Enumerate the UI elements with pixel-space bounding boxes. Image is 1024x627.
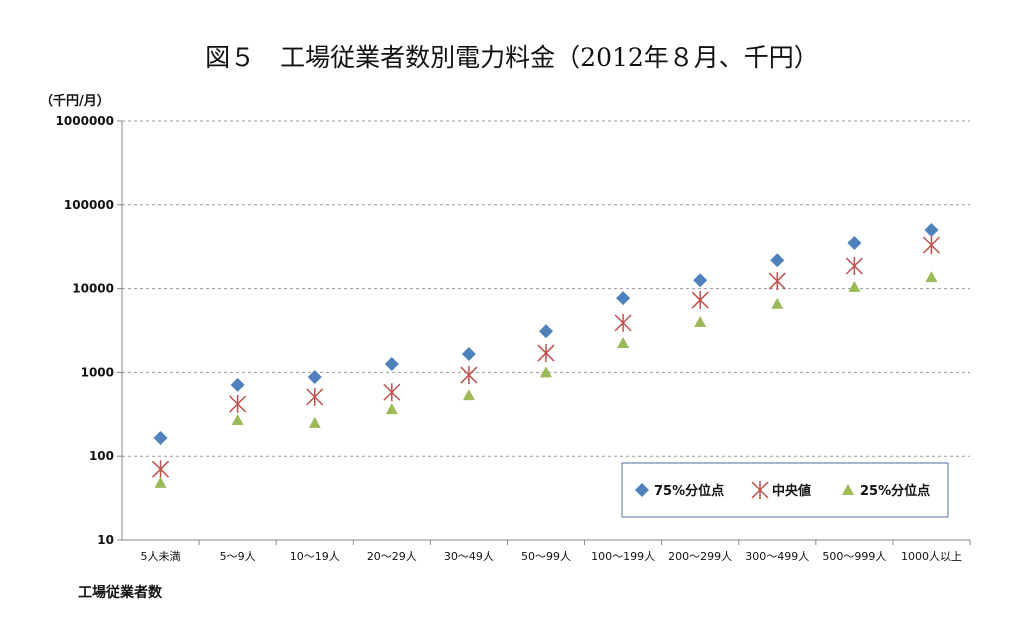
x-tick-label: 5人未満 (141, 550, 181, 563)
point-x (306, 387, 324, 406)
point-diamond (693, 273, 708, 288)
legend-marker-diamond (635, 483, 649, 497)
point-triangle (308, 416, 321, 428)
y-tick-label: 10000 (72, 282, 114, 296)
point-x (768, 272, 786, 291)
x-tick-label: 200～299人 (668, 550, 732, 563)
y-tick-label: 100 (89, 449, 114, 463)
legend-marker-triangle (842, 484, 854, 495)
point-diamond (153, 430, 168, 445)
x-tick-label: 300～499人 (745, 550, 809, 563)
legend-marker-x (751, 481, 769, 499)
point-triangle (231, 414, 244, 426)
point-diamond (616, 291, 631, 306)
point-triangle (617, 337, 630, 349)
point-x (922, 236, 940, 255)
chart-title: 図５ 工場従業者数別電力料金（2012年８月、千円） (205, 43, 819, 72)
x-axis-label: 工場従業者数 (78, 585, 162, 601)
point-x (614, 313, 632, 332)
point-triangle (694, 315, 707, 327)
point-diamond (770, 253, 785, 268)
point-diamond (847, 236, 862, 251)
x-tick-label: 10～19人 (290, 550, 340, 563)
point-x (537, 344, 555, 363)
point-triangle (925, 271, 938, 283)
point-diamond (384, 356, 399, 371)
x-tick-label: 50～99人 (521, 550, 571, 563)
y-tick-label: 1000 (81, 365, 114, 379)
y-tick-label: 10 (97, 533, 114, 547)
point-diamond (461, 346, 476, 361)
point-triangle (848, 280, 861, 292)
point-diamond (307, 370, 322, 385)
point-x (152, 460, 170, 479)
legend-label: 中央値 (772, 483, 811, 499)
x-tick-label: 1000人以上 (901, 550, 962, 563)
legend-label: 25%分位点 (860, 483, 930, 499)
point-triangle (540, 366, 552, 378)
point-x (460, 366, 478, 385)
point-diamond (539, 324, 553, 339)
point-triangle (462, 389, 475, 401)
point-x (691, 291, 709, 310)
x-tick-label: 5～9人 (220, 550, 256, 563)
y-tick-label: 1000000 (56, 114, 114, 128)
point-diamond (924, 223, 939, 238)
x-tick-label: 100～199人 (591, 550, 655, 563)
legend (621, 462, 949, 518)
y-axis-label: （千円/月） (40, 94, 110, 109)
point-x (229, 394, 247, 413)
x-tick-label: 30～49人 (444, 550, 494, 563)
point-triangle (154, 476, 167, 488)
x-tick-label: 500～999人 (822, 550, 886, 563)
point-diamond (230, 377, 245, 392)
y-tick-label: 100000 (64, 198, 114, 212)
point-x (845, 257, 863, 276)
point-x (383, 383, 401, 402)
legend-label: 75%分位点 (654, 483, 724, 499)
point-triangle (385, 403, 398, 415)
point-triangle (771, 297, 784, 309)
x-tick-label: 20～29人 (367, 550, 417, 563)
